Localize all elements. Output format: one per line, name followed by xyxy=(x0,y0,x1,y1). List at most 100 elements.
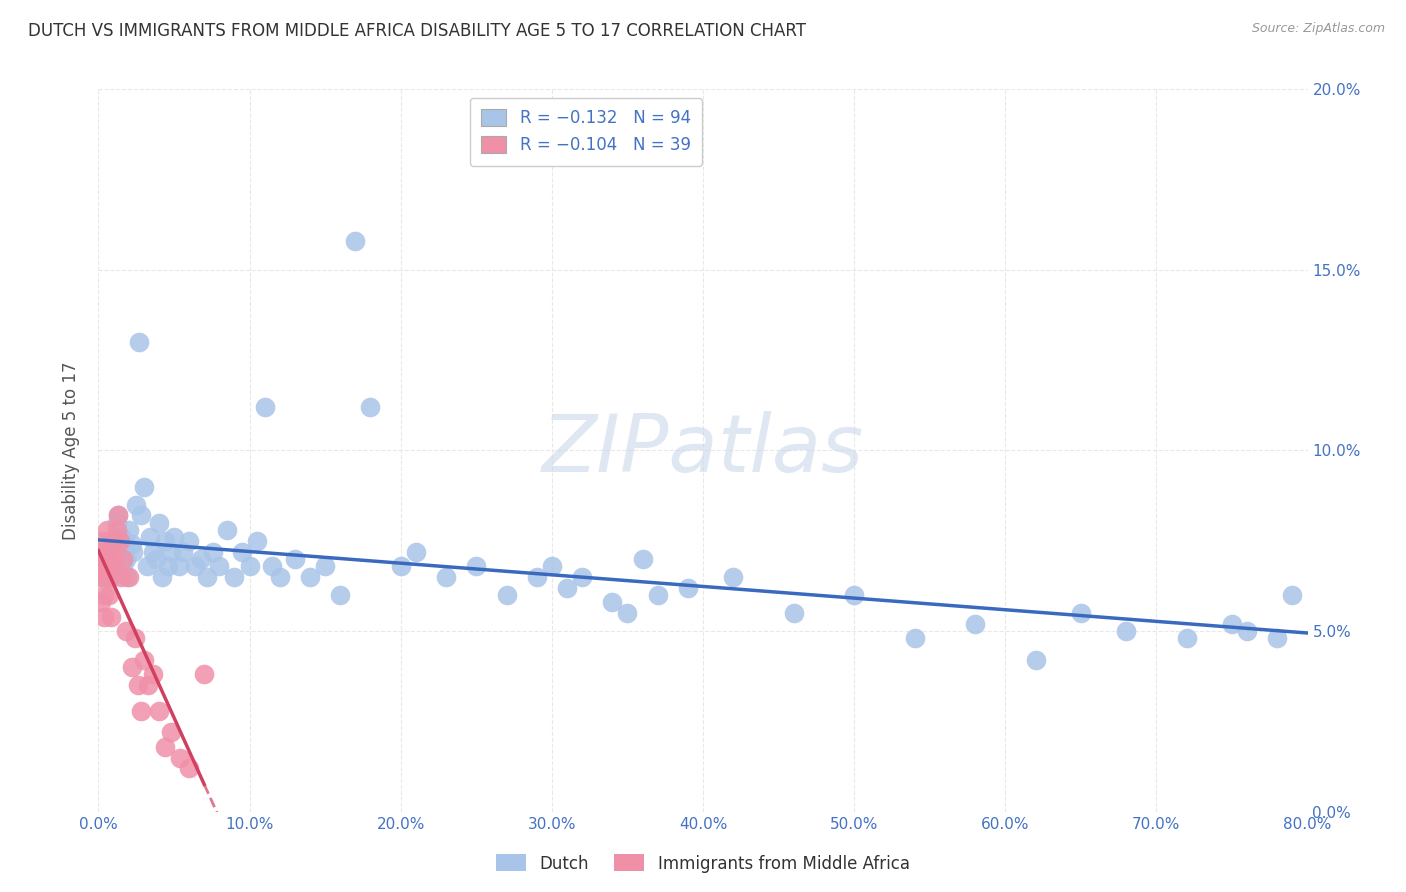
Text: ZIPatlas: ZIPatlas xyxy=(541,411,865,490)
Point xyxy=(107,508,129,523)
Point xyxy=(101,570,124,584)
Point xyxy=(150,570,173,584)
Point xyxy=(246,533,269,548)
Point xyxy=(135,559,157,574)
Point xyxy=(647,588,669,602)
Point xyxy=(169,750,191,764)
Point xyxy=(98,551,121,566)
Point xyxy=(125,498,148,512)
Point xyxy=(110,570,132,584)
Point xyxy=(284,551,307,566)
Point xyxy=(104,566,127,581)
Point xyxy=(101,548,124,562)
Point xyxy=(94,570,117,584)
Point xyxy=(1267,632,1289,646)
Point xyxy=(98,570,121,584)
Point xyxy=(160,544,183,558)
Point xyxy=(555,581,578,595)
Point xyxy=(103,551,125,566)
Point xyxy=(98,588,121,602)
Point xyxy=(98,570,121,584)
Point xyxy=(93,588,115,602)
Point xyxy=(100,563,122,577)
Point xyxy=(224,570,246,584)
Point xyxy=(108,544,131,558)
Point xyxy=(96,523,118,537)
Point xyxy=(128,334,150,349)
Point xyxy=(465,559,488,574)
Point xyxy=(103,559,125,574)
Point xyxy=(148,516,170,530)
Point xyxy=(89,544,111,558)
Point xyxy=(195,570,218,584)
Point xyxy=(111,551,134,566)
Point xyxy=(90,570,112,584)
Point xyxy=(112,533,135,548)
Point xyxy=(434,570,457,584)
Point xyxy=(1175,632,1198,646)
Point xyxy=(1220,616,1243,631)
Point xyxy=(190,551,212,566)
Point xyxy=(94,544,117,558)
Point xyxy=(90,551,112,566)
Point xyxy=(127,678,149,692)
Point xyxy=(540,559,562,574)
Point xyxy=(153,533,176,548)
Point xyxy=(100,609,122,624)
Point xyxy=(121,537,143,551)
Point xyxy=(208,559,231,574)
Point xyxy=(93,609,115,624)
Point xyxy=(172,544,194,558)
Point xyxy=(89,559,111,574)
Point xyxy=(167,559,190,574)
Point xyxy=(344,234,367,248)
Point xyxy=(179,761,201,775)
Point xyxy=(104,533,127,548)
Point xyxy=(156,559,179,574)
Point xyxy=(783,606,806,620)
Point xyxy=(526,570,548,584)
Point xyxy=(132,480,155,494)
Point xyxy=(124,632,146,646)
Point xyxy=(100,541,122,555)
Point xyxy=(118,570,141,584)
Point xyxy=(96,551,118,566)
Text: DUTCH VS IMMIGRANTS FROM MIDDLE AFRICA DISABILITY AGE 5 TO 17 CORRELATION CHART: DUTCH VS IMMIGRANTS FROM MIDDLE AFRICA D… xyxy=(28,22,806,40)
Point xyxy=(142,667,165,681)
Point xyxy=(153,739,176,754)
Legend: Dutch, Immigrants from Middle Africa: Dutch, Immigrants from Middle Africa xyxy=(489,847,917,880)
Point xyxy=(1070,606,1092,620)
Point xyxy=(329,588,352,602)
Point xyxy=(105,516,128,530)
Point xyxy=(360,400,382,414)
Point xyxy=(142,544,165,558)
Point xyxy=(163,530,186,544)
Point xyxy=(495,588,517,602)
Point xyxy=(107,508,129,523)
Point xyxy=(139,530,162,544)
Point xyxy=(262,559,284,574)
Point xyxy=(965,616,987,631)
Point xyxy=(1024,653,1046,667)
Point xyxy=(129,704,152,718)
Point xyxy=(114,624,136,639)
Legend: R = −0.132   N = 94, R = −0.104   N = 39: R = −0.132 N = 94, R = −0.104 N = 39 xyxy=(470,97,702,166)
Y-axis label: Disability Age 5 to 17: Disability Age 5 to 17 xyxy=(62,361,80,540)
Point xyxy=(602,595,624,609)
Point xyxy=(148,704,170,718)
Point xyxy=(90,595,112,609)
Point xyxy=(94,570,117,584)
Point xyxy=(1115,624,1137,639)
Point xyxy=(1281,588,1303,602)
Point xyxy=(184,559,207,574)
Point xyxy=(108,533,131,548)
Point xyxy=(115,570,138,584)
Point xyxy=(269,570,291,584)
Point xyxy=(121,660,143,674)
Point xyxy=(90,570,112,584)
Point xyxy=(405,544,427,558)
Point xyxy=(723,570,745,584)
Point xyxy=(114,551,136,566)
Point xyxy=(253,400,276,414)
Point xyxy=(129,508,152,523)
